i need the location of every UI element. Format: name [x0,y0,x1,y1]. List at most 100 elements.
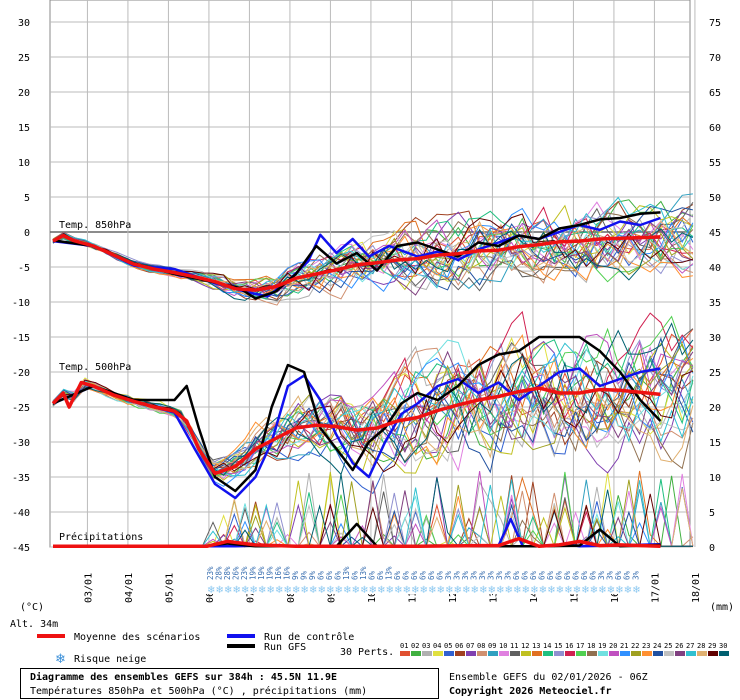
perturbation-legend-label: 16 [565,642,573,650]
x-tick-label: 17/01 [650,573,661,603]
perturbation-legend-label: 24 [653,642,661,650]
legend-perts-label: 30 Perts. [340,647,394,658]
perturbation-legend-swatch [433,651,443,656]
snow-risk-percent: 9% [308,570,317,580]
snow-icon: ❄ [624,585,632,596]
snow-risk-percent: 19% [249,566,258,580]
left-tick-label: -15 [12,333,30,344]
perturbation-legend-swatch [444,651,454,656]
snow-risk-percent: 3% [470,570,479,580]
perturbation-legend-swatch [521,651,531,656]
left-tick-label: -40 [12,508,30,519]
snow-risk-percent: 23% [206,566,215,580]
snow-risk-percent: 6% [436,570,445,580]
perturbation-legend-swatch [609,651,619,656]
chart-title: Diagramme des ensembles GEFS sur 384h : … [30,671,337,683]
snow-risk-percent: 3% [453,570,462,580]
snow-risk-percent: 13% [385,566,394,580]
snow-icon: ❄ [590,585,598,596]
right-tick-label: 50 [709,193,721,204]
snow-risk-percent: 6% [368,570,377,580]
right-tick-label: 15 [709,438,721,449]
snow-risk-percent: 3% [504,570,513,580]
left-axis-ticks: 30 25 20 15 10 5 0 -5 -10 -15 -20 -25 -30 -35 -40 -45 [12,18,30,554]
right-tick-label: 30 [709,333,721,344]
perturbation-legend-swatch [653,651,663,656]
snow-risk-percent: 26% [232,566,241,580]
right-tick-label: 5 [709,508,715,519]
left-tick-label: -5 [18,263,30,274]
snow-risk-percent: 28% [223,566,232,580]
snow-icon: ❄ [386,585,394,596]
snow-icon: ❄ [564,585,572,596]
run-label: Ensemble GEFS du 02/01/2026 - 06Z [449,672,648,683]
perturbation-legend-swatch [532,651,542,656]
perturbation-legend-label: 07 [466,642,474,650]
perturbation-legend-label: 19 [598,642,606,650]
perturbation-legend-label: 29 [708,642,716,650]
snow-risk-percent: 16% [283,566,292,580]
title-box [20,668,439,699]
left-tick-label: -10 [12,298,30,309]
snow-risk-percent: 3% [461,570,470,580]
left-tick-label: -20 [12,368,30,379]
snow-risk-percent: 19% [257,566,266,580]
snow-risk-percent: 13% [342,566,351,580]
snow-risk-percent: 6% [529,570,538,580]
mean-t850-line [52,233,661,292]
snow-risk-percent: 6% [334,570,343,580]
snow-icon: ❄ [241,585,249,596]
perturbation-legend-swatch [466,651,476,656]
snow-icon: ❄ [573,585,581,596]
perturbation-legend-label: 25 [664,642,672,650]
perturbation-legend-label: 17 [576,642,584,650]
snow-risk-percent: 6% [614,570,623,580]
mean-t500-line [51,380,661,476]
snow-icon: ❄ [216,585,224,596]
perturbation-legend-label: 28 [697,642,705,650]
control-t500-line [52,367,661,500]
left-tick-label: 25 [18,53,30,64]
perturbation-legend-swatch [631,651,641,656]
perturbation-legend-swatch [587,651,597,656]
perturbation-legend-label: 18 [587,642,595,650]
snow-icon: ❄ [343,585,351,596]
snow-risk-percent: 6% [351,570,360,580]
perturbation-t850-line [52,196,694,293]
right-tick-label: 55 [709,158,721,169]
perturbation-legend-label: 04 [433,642,441,650]
perturbation-t500-line [52,322,694,476]
main-series [51,211,662,549]
snow-icon: ❄ [275,585,283,596]
snow-icon: ❄ [292,585,300,596]
snow-risk-percent: 6% [427,570,436,580]
snow-icon: ❄ [581,585,589,596]
snow-icon: ❄ [488,585,496,596]
right-tick-label: 20 [709,403,721,414]
perturbation-legend-label: 30 [719,642,727,650]
snow-icon: ❄ [403,585,411,596]
snow-risk-percent: 28% [215,566,224,580]
snow-risk-percent: 3% [444,570,453,580]
snow-risk-percent: 19% [266,566,275,580]
perturbation-legend-swatch [488,651,498,656]
snow-icon: ❄ [454,585,462,596]
perturbation-legend-label: 15 [554,642,562,650]
perturbation-legend-swatch [565,651,575,656]
mean-precip-line [53,536,661,549]
snow-icon: ❄ [428,585,436,596]
snow-risk-percent: 6% [623,570,632,580]
snow-icon: ❄ [437,585,445,596]
perturbation-legend-label: 03 [422,642,430,650]
snow-icon: ❄ [318,585,326,596]
perturbation-legend-swatch [554,651,564,656]
perturbation-legend-label: 10 [499,642,507,650]
left-tick-label: -45 [12,543,30,554]
right-tick-label: 65 [709,88,721,99]
snow-icon: ❄ [394,585,402,596]
perturbation-legend-label: 20 [609,642,617,650]
perturbation-legend-swatch [620,651,630,656]
snow-risk-percent: 3% [495,570,504,580]
precip-label: Précipitations [59,531,143,543]
